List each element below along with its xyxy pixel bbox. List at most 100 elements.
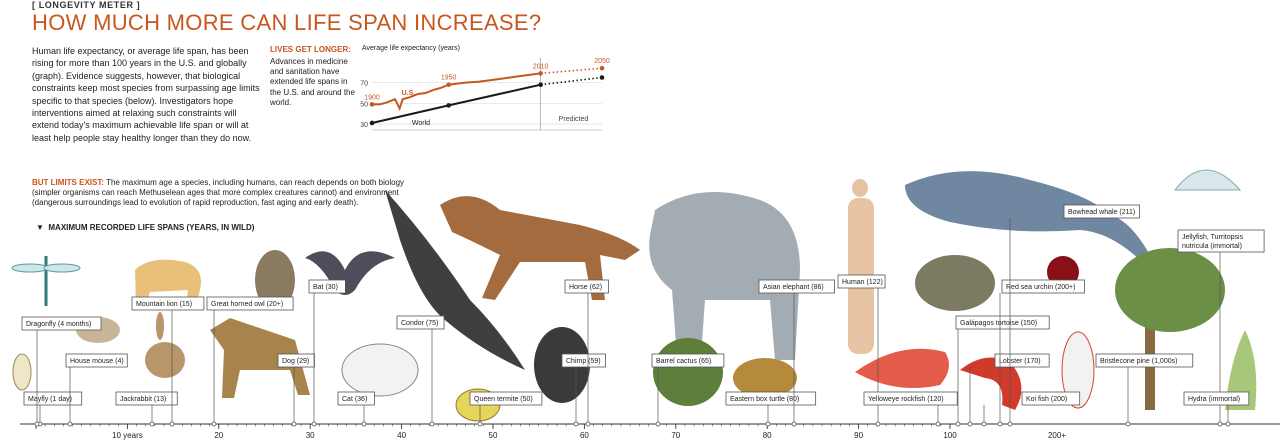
label-box [955, 315, 1050, 330]
species-label-mayfly-1-day: Mayfly (1 day) [23, 391, 83, 427]
label-text: Red sea urchin (200+) [1006, 284, 1075, 291]
human-head [852, 179, 868, 197]
axis-marker [34, 421, 40, 427]
axis-marker [655, 421, 661, 427]
axis-marker [791, 421, 797, 427]
label-box [561, 353, 606, 368]
label-text: Human (122) [842, 279, 883, 286]
data-point [538, 82, 543, 88]
data-point [599, 65, 605, 71]
label-box [308, 279, 346, 294]
label-text: Bowhead whale (211) [1068, 209, 1135, 216]
owl-icon [255, 250, 295, 310]
axis-marker [585, 421, 591, 427]
label-text: Galápagos tortoise (150) [960, 320, 1037, 327]
x-tick-label: 50 [489, 431, 498, 440]
species-label-mountain-lion-15: Mountain lion (15) [131, 296, 205, 427]
jellyfish-icon [1173, 169, 1242, 191]
horse-icon [440, 196, 640, 300]
species-label-horse-62: Horse (62) [564, 279, 609, 427]
species-label-chimp-59: Chimp (59) [561, 353, 606, 427]
label-box [1177, 229, 1265, 253]
label-box [21, 316, 102, 331]
axis-marker [1007, 421, 1013, 427]
x-tick-label: 10 years [112, 431, 143, 440]
section-heading: ▼ MAXIMUM RECORDED LIFE SPANS (YEARS, IN… [36, 223, 255, 232]
label-box [1183, 391, 1250, 406]
x-tick-label: 70 [671, 431, 680, 440]
limits-lead: BUT LIMITS EXIST: [32, 178, 104, 187]
axis-marker [935, 421, 941, 427]
species-label-cat-36: Cat (36) [337, 391, 375, 427]
label-text: Dragonfly (4 months) [26, 321, 91, 328]
sidebar-text: Advances in medicine and sanitation have… [270, 57, 355, 107]
label-text: Bat (30) [313, 284, 338, 291]
species-label-bowhead-whale-211: Bowhead whale (211) [1007, 204, 1140, 427]
eastern-box-turtle-icon [733, 358, 797, 398]
data-point [446, 82, 451, 88]
label-box [837, 274, 886, 289]
intro-paragraph: Human life expectancy, or average life s… [32, 46, 260, 143]
label-box [206, 296, 294, 311]
species-label-house-mouse-4: House mouse (4) [65, 353, 128, 427]
point-label: 2050 [594, 58, 610, 65]
beyond-label: 200+ [1048, 431, 1066, 440]
data-point [369, 102, 375, 107]
mayfly-icon [12, 353, 32, 391]
species-label-gal-pagos-tortoise-150: Galápagos tortoise (150) [955, 315, 1050, 427]
chart-title: Average life expectancy (years) [362, 45, 460, 52]
species-label-jellyfish-turritopsis-nutricula-immortal: Jellyfish, Turritopsis nutricula (immorta… [1177, 229, 1265, 427]
sidebar-heading: LIVES GET LONGER: [270, 45, 351, 54]
x-tick-label: 40 [397, 431, 406, 440]
species-label-great-horned-owl-20: Great horned owl (20+) [206, 296, 294, 427]
axis-marker [955, 421, 961, 427]
species-label-bristlecone-pine-1-000s: Bristlecone pine (1,000s) [1095, 353, 1194, 427]
label-box [469, 391, 543, 406]
y-tick-label: 30 [360, 122, 368, 129]
data-point [599, 75, 605, 80]
y-tick-label: 70 [360, 81, 368, 88]
axis-marker [1217, 421, 1223, 427]
label-text: Dog (29) [282, 358, 309, 365]
species-label-koi-fish-200: Koi fish (200) [981, 391, 1081, 427]
cat-icon [341, 343, 419, 397]
label-text: Eastern box turtle (80) [730, 396, 799, 403]
data-point [538, 71, 543, 76]
species-label-dragonfly-4-months: Dragonfly (4 months) [21, 316, 102, 427]
species-label-bat-30: Bat (30) [308, 279, 346, 427]
axis-marker [211, 421, 217, 427]
x-tick-label: 60 [580, 431, 589, 440]
label-text: Mountain lion (15) [136, 301, 192, 308]
species-label-red-sea-urchin-200: Red sea urchin (200+) [997, 279, 1085, 427]
jackrabbit-icon [145, 342, 185, 378]
species-label-yelloweye-rockfish-120: Yelloweye rockfish (120) [863, 391, 958, 427]
label-box [651, 353, 725, 368]
label-box [1095, 353, 1194, 368]
species-label-condor-75: Condor (75) [396, 315, 445, 427]
barrel-cactus-icon [653, 338, 723, 406]
yelloweye-rockfish-icon [855, 348, 949, 389]
label-text: Asian elephant (86) [763, 284, 824, 291]
dog-icon [210, 318, 310, 398]
limits-text: The maximum age a species, including hum… [32, 178, 405, 207]
data-point [369, 120, 375, 126]
bat-icon [305, 251, 395, 295]
label-text: Hydra (immortal) [1188, 396, 1240, 403]
axis-marker [1225, 421, 1231, 427]
x-tick-label: 80 [763, 431, 772, 440]
species-label-jackrabbit-13: Jackrabbit (13) [115, 391, 178, 427]
x-tick-label: 100 [943, 431, 957, 440]
x-tick-label: 90 [854, 431, 863, 440]
bristlecone-pine-foliage [1115, 248, 1225, 332]
label-text: Queen termite (50) [474, 396, 533, 403]
species-label-eastern-box-turtle-80: Eastern box turtle (80) [725, 391, 817, 427]
label-text: Chimp (59) [566, 358, 601, 365]
x-tick-label: 30 [306, 431, 315, 440]
series-label-world: World [412, 120, 430, 127]
axis-marker [1125, 421, 1131, 427]
species-label-queen-termite-50: Queen termite (50) [469, 391, 543, 427]
data-point [446, 103, 451, 108]
label-box [23, 391, 83, 406]
dragonfly-wing [43, 263, 81, 273]
